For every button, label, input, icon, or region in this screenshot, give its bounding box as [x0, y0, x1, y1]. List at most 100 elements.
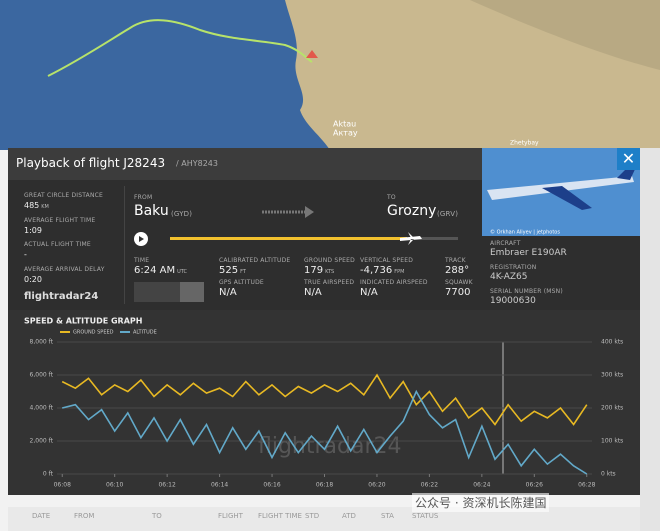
x-tick-label: 06:12	[158, 482, 175, 489]
stat-label: ACTUAL FLIGHT TIME	[24, 241, 91, 248]
live-unit: UTC	[177, 269, 188, 275]
y-tick-label: 6,000 ft	[30, 372, 54, 379]
stat-value: 485 KM	[24, 201, 49, 210]
legend-label: ALTITUDE	[133, 330, 157, 336]
x-tick-label: 06:08	[54, 482, 71, 489]
live-label: TIME	[134, 257, 150, 264]
live-value: 179 KTS	[304, 265, 335, 276]
chart-title: SPEED & ALTITUDE GRAPH	[24, 317, 142, 326]
y-tick-label: 2,000 ft	[30, 438, 54, 445]
live-unit: FT	[240, 269, 246, 275]
table-column: FLIGHT	[218, 512, 243, 520]
x-tick-label: 06:26	[526, 482, 543, 489]
y2-tick-label: 400 kts	[601, 339, 623, 346]
stat-label: AVERAGE FLIGHT TIME	[24, 216, 96, 224]
to-label: TO	[387, 194, 396, 201]
aircraft-value: 19000630	[490, 296, 536, 306]
live-label: GPS ALTITUDE	[219, 279, 264, 286]
from-code: (GYD)	[171, 210, 193, 218]
close-button[interactable]: ✕	[617, 148, 640, 170]
x-tick-label: 06:10	[106, 482, 123, 489]
divider	[124, 186, 125, 304]
series-line	[62, 389, 588, 475]
sea	[0, 0, 330, 150]
y-tick-label: 0 ft	[43, 471, 54, 478]
table-column: STA	[381, 512, 394, 520]
view-button-active[interactable]	[180, 282, 204, 302]
series-line	[61, 373, 588, 426]
side-gap	[640, 148, 660, 531]
live-value: N/A	[219, 287, 237, 298]
table-column: ATD	[342, 512, 356, 520]
live-value: 525 FT	[219, 265, 246, 276]
stat-value: -	[24, 250, 27, 259]
play-icon	[139, 236, 144, 242]
flight-track	[47, 19, 313, 77]
from-label: FROM	[134, 194, 153, 201]
stat-label: GREAT CIRCLE DISTANCE	[24, 192, 104, 199]
to-city: Grozny	[387, 203, 437, 219]
overlay-text: 公众号 · 资深机长陈建国	[412, 493, 550, 512]
live-label: TRUE AIRSPEED	[304, 279, 355, 286]
live-label: INDICATED AIRSPEED	[360, 279, 428, 286]
map-label: Zhetybay	[510, 140, 539, 147]
live-value: 288°	[445, 265, 470, 276]
live-value: 6:24 AM UTC	[134, 265, 188, 276]
chart-bg	[8, 310, 640, 495]
y2-tick-label: 0 kts	[601, 471, 616, 478]
table-column: FLIGHT TIME	[258, 512, 302, 520]
progress-fill	[170, 237, 407, 240]
y-tick-label: 8,000 ft	[30, 339, 54, 346]
progress-plane[interactable]	[400, 232, 422, 245]
header-subtitle: / AHY8243	[176, 159, 218, 168]
aircraft-label: SERIAL NUMBER (MSN)	[490, 288, 563, 295]
to-code: (GRV)	[437, 210, 459, 218]
y-tick-label: 4,000 ft	[30, 405, 54, 412]
x-tick-label: 06:28	[578, 482, 595, 489]
aircraft-icon	[306, 50, 318, 58]
table-column: STATUS	[412, 512, 439, 520]
x-tick-label: 06:22	[421, 482, 438, 489]
route-arrow-head	[305, 206, 314, 218]
photo-credit: © Orkhan Aliyev | jetphotos	[490, 229, 560, 236]
live-label: CALIBRATED ALTITUDE	[219, 257, 291, 264]
chart-watermark: flightradar24	[258, 434, 402, 459]
x-tick-label: 06:14	[211, 482, 228, 489]
route-graphics	[134, 206, 458, 246]
live-label: GROUND SPEED	[304, 257, 355, 264]
terrain	[470, 0, 660, 70]
table-column: STD	[305, 512, 320, 520]
header-bar: Playback of flight J28243 / AHY8243	[8, 148, 482, 180]
aircraft-label: REGISTRATION	[490, 264, 537, 271]
x-tick-label: 06:24	[473, 482, 490, 489]
x-tick-label: 06:18	[316, 482, 333, 489]
stat-value: 1:09	[24, 225, 42, 235]
aircraft-value: Embraer E190AR	[490, 248, 567, 258]
live-unit: KTS	[325, 269, 335, 275]
live-label: TRACK	[445, 257, 466, 264]
live-value: -4,736 FPM	[360, 265, 405, 276]
legend-label: GROUND SPEED	[73, 330, 114, 336]
from-city: Baku	[134, 203, 169, 219]
aircraft-label: AIRCRAFT	[490, 240, 521, 247]
table-column: TO	[152, 512, 162, 520]
map-label: Актау	[333, 129, 358, 138]
live-label: SQUAWK	[445, 279, 473, 286]
stat-value: 0:20	[24, 274, 42, 284]
x-tick-label: 06:16	[263, 482, 280, 489]
live-unit: FPM	[394, 269, 405, 275]
map-label: Aktau	[333, 120, 356, 129]
x-tick-label: 06:20	[368, 482, 385, 489]
table-column: FROM	[74, 512, 95, 520]
live-value: 7700	[445, 287, 471, 298]
stat-label: AVERAGE ARRIVAL DELAY	[24, 265, 105, 273]
y2-tick-label: 100 kts	[601, 438, 623, 445]
aircraft-photo: © Orkhan Aliyev | jetphotos	[482, 148, 640, 236]
aircraft-value: 4K-AZ65	[490, 272, 528, 282]
chart: SPEED & ALTITUDE GRAPH flightradar24 0 f…	[8, 310, 640, 495]
live-value: N/A	[360, 287, 378, 298]
header-title: Playback of flight J28243	[16, 156, 166, 170]
live-value: N/A	[304, 287, 322, 298]
stat-unit: KM	[41, 204, 49, 210]
